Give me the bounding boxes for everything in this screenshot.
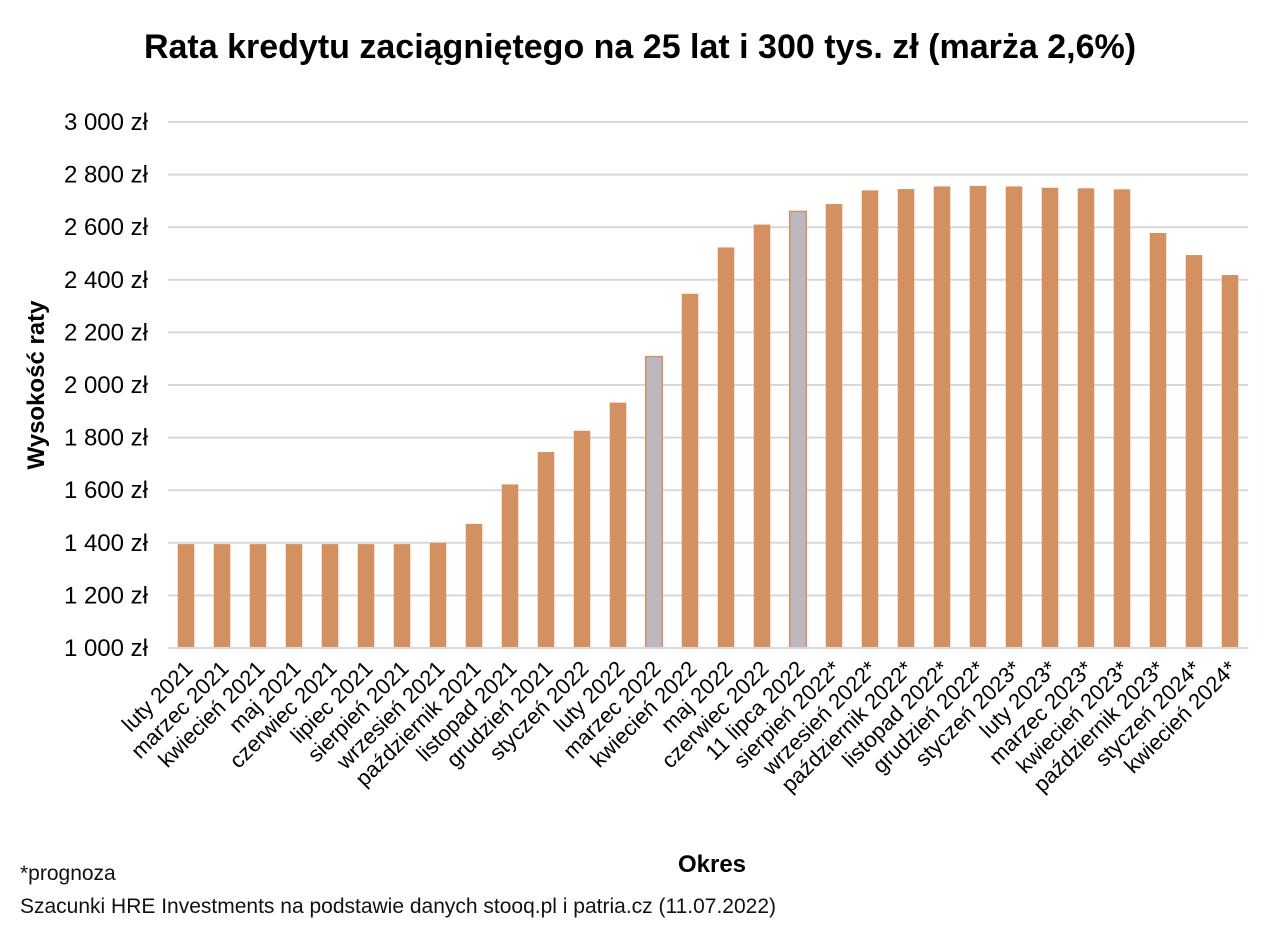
bar <box>573 430 591 648</box>
y-tick-label: 1 200 zł <box>64 582 149 609</box>
bar <box>717 247 735 649</box>
gridlines <box>168 121 1248 597</box>
y-tick-label: 2 400 zł <box>64 267 149 294</box>
y-tick-label: 1 800 zł <box>64 425 149 452</box>
bar <box>465 523 483 648</box>
bar <box>249 544 267 648</box>
bar <box>321 544 339 648</box>
bar <box>609 402 627 648</box>
bar <box>1113 189 1131 648</box>
y-axis-tick-labels: 1 000 zł 1 200 zł 1 400 zł 1 600 zł 1 800 zł… <box>64 109 149 662</box>
bar <box>897 189 915 648</box>
bar <box>1221 275 1239 648</box>
y-tick-label: 1 000 zł <box>64 635 149 662</box>
bar <box>393 544 411 648</box>
bar <box>1077 188 1095 648</box>
y-axis-label: Wysokość raty <box>23 300 50 470</box>
y-tick-label: 1 400 zł <box>64 530 149 557</box>
y-tick-label: 2 600 zł <box>64 214 149 241</box>
forecast-footnote: *prognoza <box>20 862 116 885</box>
bar <box>537 452 555 648</box>
bar <box>753 224 771 648</box>
bar <box>861 190 879 648</box>
bar <box>969 185 987 648</box>
bar <box>213 544 231 648</box>
bar <box>933 186 951 648</box>
bar <box>357 544 375 648</box>
bar <box>177 544 195 648</box>
y-tick-label: 2 800 zł <box>64 162 149 189</box>
x-axis-label: Okres <box>678 851 746 878</box>
bar <box>681 293 699 648</box>
bar <box>285 544 303 648</box>
y-tick-label: 1 600 zł <box>64 477 149 504</box>
bar <box>1041 187 1059 648</box>
chart-title: Rata kredytu zaciągniętego na 25 lat i 3… <box>144 28 1136 66</box>
bar <box>429 542 447 648</box>
y-tick-label: 2 200 zł <box>64 319 149 346</box>
bar <box>501 484 519 648</box>
bar <box>644 355 664 649</box>
bar <box>788 210 808 649</box>
y-tick-label: 2 000 zł <box>64 372 149 399</box>
bars <box>177 185 1239 649</box>
source-footnote: Szacunki HRE Investments na podstawie da… <box>20 895 777 918</box>
bar <box>1185 255 1203 648</box>
bar <box>1149 232 1167 648</box>
y-tick-label: 3 000 zł <box>64 109 149 136</box>
bar <box>1005 186 1023 648</box>
bar <box>825 204 843 648</box>
